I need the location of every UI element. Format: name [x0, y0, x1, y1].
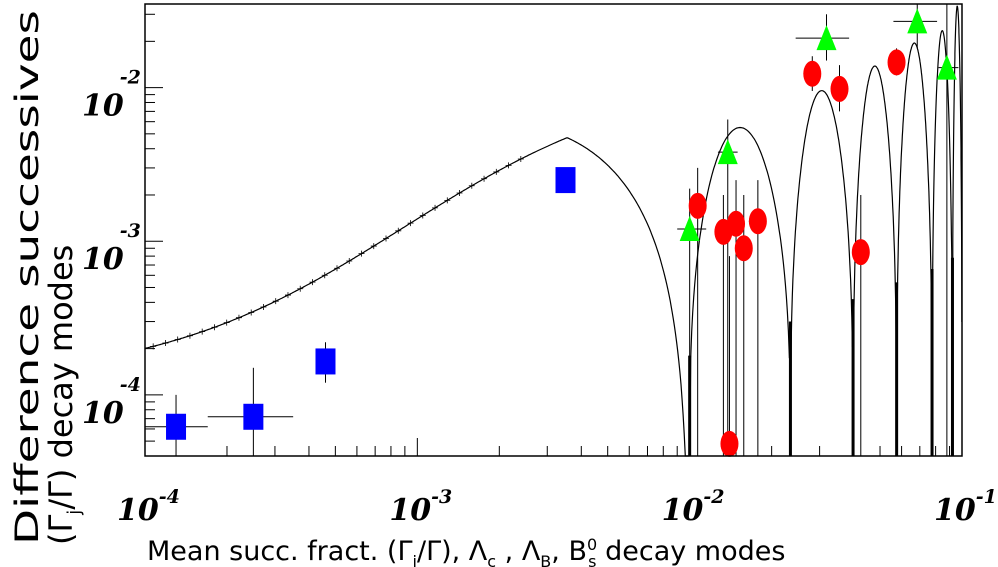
- curve-marker: [346, 257, 353, 264]
- circle-point-3: [727, 210, 746, 237]
- curve-segment-5: [931, 30, 953, 457]
- curve-marker: [260, 303, 267, 310]
- circle-point-0: [688, 192, 707, 219]
- x-axis-title: Mean succ. fract. (Γi/Γ), Λc , ΛB, B0 s d…: [147, 535, 785, 567]
- curve-segment-0: [144, 137, 689, 457]
- curve-segment-3: [852, 65, 897, 457]
- circle-point-9: [887, 49, 906, 76]
- square-point-2: [315, 348, 336, 375]
- curve-marker: [174, 336, 181, 343]
- curve-marker: [333, 265, 340, 272]
- y-tick-label: 10-4: [82, 374, 141, 431]
- curve-marker: [309, 279, 316, 286]
- curve-marker: [358, 250, 365, 257]
- triangle-point-1: [717, 139, 738, 165]
- curve-marker: [297, 285, 304, 292]
- plot-frame: [144, 3, 963, 457]
- circle-point-2: [720, 430, 739, 457]
- curve-segment-4: [895, 42, 933, 457]
- curve-marker: [370, 243, 377, 250]
- curve-marker: [419, 212, 426, 219]
- curve-marker: [235, 314, 242, 321]
- curve-segment-6: [951, 5, 963, 457]
- curve-marker: [395, 227, 402, 234]
- circle-point-8: [851, 239, 870, 266]
- tick-labels: 10-4 10-3 10-2 10-1 10-4 10-3 10-2: [82, 67, 997, 528]
- y-axis-title-line1: Difference successives: [8, 10, 46, 545]
- error-bars: [145, 4, 959, 456]
- circle-point-4: [734, 235, 753, 262]
- curve-marker: [199, 328, 206, 335]
- curve-marker: [284, 292, 291, 299]
- curve-marker: [517, 156, 524, 163]
- curve-marker: [211, 324, 218, 331]
- curve-marker: [223, 319, 230, 326]
- y-axis-title-line2: (Γj/Γ) decay modes: [42, 245, 85, 545]
- curve-marker: [321, 272, 328, 279]
- square-point-0: [166, 413, 187, 440]
- curve-marker: [444, 197, 451, 204]
- triangle-point-2: [816, 25, 837, 51]
- y-tick-label: 10-3: [82, 220, 141, 277]
- curve-marker: [505, 162, 512, 169]
- axis-ticks: [144, 13, 963, 457]
- triangle-point-0: [679, 216, 700, 242]
- triangle-point-3: [907, 8, 928, 34]
- curve-marker: [248, 309, 255, 316]
- circle-point-5: [748, 208, 767, 235]
- curve-marker: [432, 204, 439, 211]
- x-tick-label: 10-3: [389, 486, 452, 528]
- curve-segment-2: [789, 90, 853, 457]
- curve-segment-1: [689, 126, 790, 457]
- theory-curve: [144, 5, 963, 457]
- y-tick-label: 10-2: [82, 67, 141, 124]
- curve-marker: [468, 182, 475, 189]
- curve-marker: [456, 189, 463, 196]
- x-tick-label: 10-1: [934, 486, 997, 528]
- curve-marker: [162, 340, 169, 347]
- curve-marker: [383, 235, 390, 242]
- x-tick-label: 10-4: [117, 486, 180, 528]
- square-point-3: [555, 167, 576, 194]
- curve-marker: [493, 168, 500, 175]
- circle-point-7: [830, 75, 849, 102]
- square-point-1: [243, 403, 264, 430]
- x-tick-label: 10-2: [662, 486, 725, 528]
- curve-marker: [272, 298, 279, 305]
- data-markers: [166, 8, 957, 457]
- curve-marker: [481, 175, 488, 182]
- circle-point-6: [803, 60, 822, 87]
- triangle-point-4: [936, 54, 957, 80]
- curve-marker: [407, 220, 414, 227]
- curve-marker: [186, 332, 193, 339]
